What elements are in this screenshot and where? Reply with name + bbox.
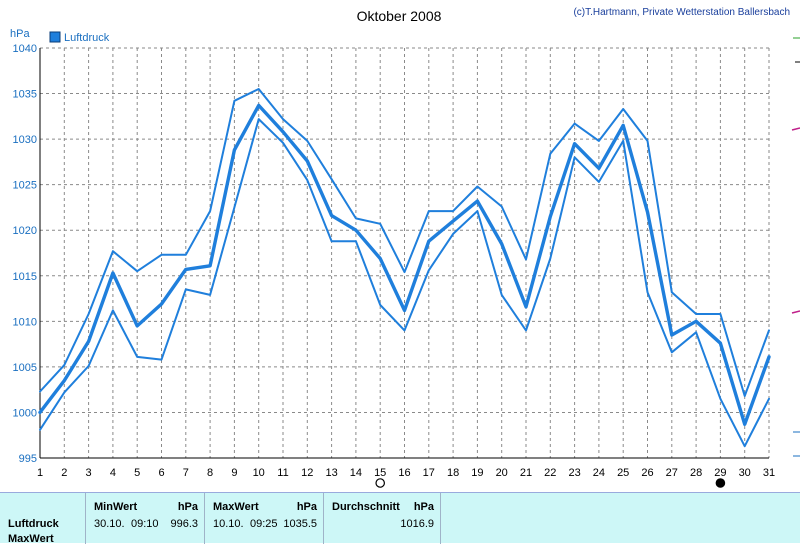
x-tick-label: 14: [350, 467, 362, 479]
y-tick-label: 1005: [13, 362, 37, 374]
series-lines: [38, 88, 771, 448]
x-tick-label: 27: [666, 467, 678, 479]
min-value: 996.3: [170, 518, 198, 530]
x-tick-labels: 1 2 3 4 5 6 7 8 9 10 11 12 13 14 15 16 17 18 19 20 21 22 23 24 2…: [37, 467, 775, 479]
x-tick-label: 18: [447, 467, 459, 479]
x-tick-label: 25: [617, 467, 629, 479]
stats-row-label: Luftdruck: [8, 518, 59, 530]
x-tick-label: 1: [37, 467, 43, 479]
x-tick-label: 30: [739, 467, 751, 479]
grid-lines: [39, 47, 770, 459]
x-tick-label: 26: [641, 467, 653, 479]
x-tick-label: 9: [231, 467, 237, 479]
max-header: MaxWert: [213, 501, 259, 513]
y-tick-label: 1010: [13, 316, 37, 328]
x-tick-label: 20: [496, 467, 508, 479]
x-tick-label: 11: [277, 467, 288, 479]
y-tick-label: 995: [19, 453, 37, 465]
stats-min-column: MinWert hPa 30.10. 09:10 996.3: [86, 493, 205, 544]
x-tick-label: 2: [61, 467, 67, 479]
y-axis-unit: hPa: [10, 28, 30, 40]
x-tick-label: 13: [325, 467, 337, 479]
x-tick-label: 15: [374, 467, 386, 479]
stats-label-column: Luftdruck MaxWert: [0, 493, 86, 545]
series-line-min: [39, 118, 770, 448]
x-tick-label: 16: [398, 467, 410, 479]
series-line-mean: [38, 103, 771, 426]
x-tick-label: 23: [568, 467, 580, 479]
avg-header: Durchschnitt: [332, 501, 400, 513]
full-moon-icon: [375, 478, 385, 488]
min-header: MinWert: [94, 501, 138, 513]
y-tick-label: 1015: [13, 271, 37, 283]
max-unit: hPa: [296, 501, 317, 513]
max-time: 09:25: [250, 518, 278, 530]
x-tick-label: 29: [714, 467, 726, 479]
moon-markers: [375, 478, 726, 488]
y-tick-label: 1030: [13, 134, 37, 146]
x-tick-label: 5: [134, 467, 140, 479]
stats-max-column: MaxWert hPa 10.10. 09:25 1035.5: [205, 493, 324, 544]
min-date: 30.10.: [94, 518, 125, 530]
y-tick-label: 1000: [13, 407, 37, 419]
stats-panel: Luftdruck MaxWert MinWert hPa 30.10. 09:…: [0, 492, 800, 545]
new-moon-icon: [715, 478, 726, 488]
max-value: 1035.5: [283, 518, 317, 530]
x-tick-label: 7: [183, 467, 189, 479]
stats-avg-column: Durchschnitt hPa 1016.9: [324, 493, 441, 544]
min-unit: hPa: [177, 501, 198, 513]
x-tick-label: 17: [423, 467, 435, 479]
avg-unit: hPa: [413, 501, 434, 513]
x-tick-label: 22: [544, 467, 556, 479]
x-tick-label: 21: [520, 467, 532, 479]
y-tick-label: 1040: [13, 43, 37, 55]
x-tick-label: 12: [301, 467, 313, 479]
x-tick-label: 4: [110, 467, 116, 479]
x-tick-label: 28: [690, 467, 702, 479]
y-tick-label: 1020: [13, 225, 37, 237]
min-time: 09:10: [131, 518, 159, 530]
avg-value: 1016.9: [400, 518, 434, 530]
credit-text: (c)T.Hartmann, Private Wetterstation Bal…: [573, 7, 790, 18]
y-tick-labels: 995 1000 1005 1010 1015 1020 1025 1030 1035 1040: [13, 43, 37, 465]
x-tick-label: 19: [471, 467, 483, 479]
legend-label: Luftdruck: [64, 32, 110, 44]
right-edge-artifacts: [791, 37, 800, 486]
x-tick-label: 6: [158, 467, 164, 479]
y-tick-label: 1025: [13, 180, 37, 192]
x-tick-label: 10: [253, 467, 265, 479]
legend-swatch: [49, 31, 61, 43]
x-tick-label: 24: [593, 467, 605, 479]
y-tick-label: 1035: [13, 89, 37, 101]
chart-title: Oktober 2008: [357, 8, 442, 24]
series-line-max: [39, 88, 770, 397]
x-tick-label: 8: [207, 467, 213, 479]
x-tick-label: 3: [86, 467, 92, 479]
stats-row-label-2: MaxWert: [8, 533, 54, 545]
pressure-chart: Oktober 2008 (c)T.Hartmann, Private Wett…: [10, 7, 800, 488]
x-tick-label: 31: [763, 467, 775, 479]
max-date: 10.10.: [213, 518, 244, 530]
